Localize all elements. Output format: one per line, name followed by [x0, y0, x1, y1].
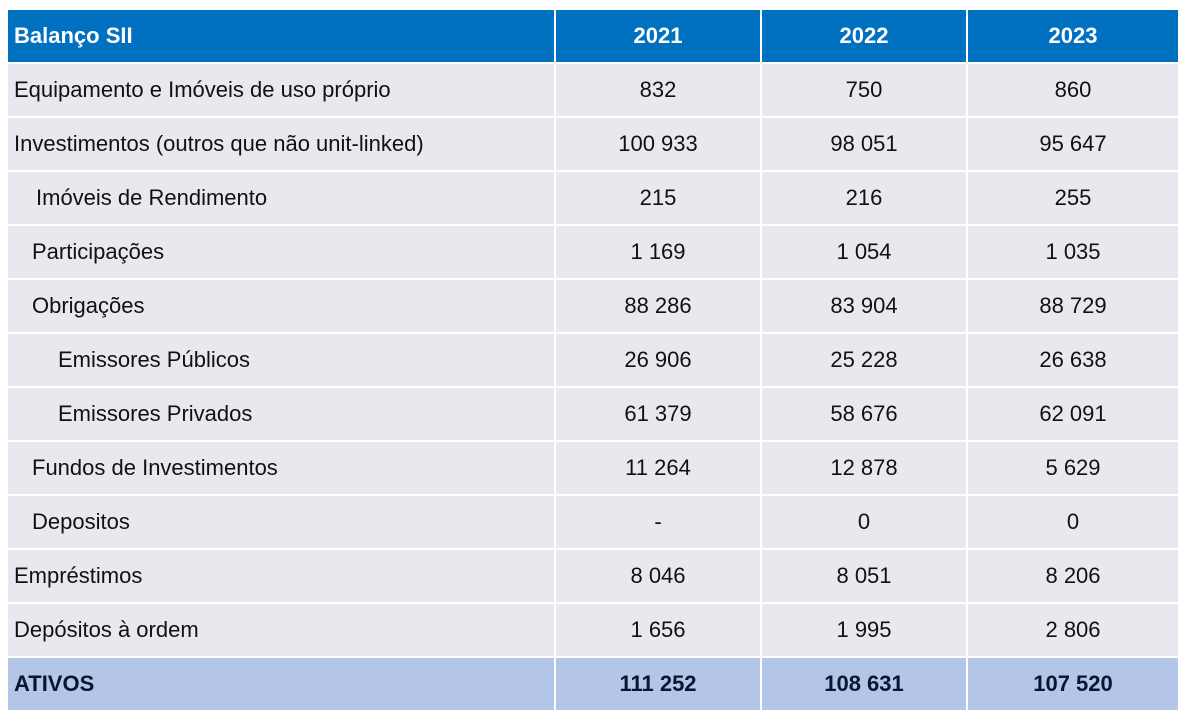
row-label: Emissores Públicos — [6, 332, 556, 388]
cell: 0 — [760, 494, 968, 550]
table-row: Investimentos (outros que não unit-linke… — [6, 116, 1180, 172]
row-label: Imóveis de Rendimento — [6, 170, 556, 226]
cell: 832 — [554, 62, 762, 118]
cell: 25 228 — [760, 332, 968, 388]
cell: 8 051 — [760, 548, 968, 604]
cell: 62 091 — [966, 386, 1180, 442]
row-label: Obrigações — [6, 278, 556, 334]
row-label: Depósitos à ordem — [6, 602, 556, 658]
table-row: Equipamento e Imóveis de uso próprio 832 7… — [6, 62, 1180, 118]
row-label: Depositos — [6, 494, 556, 550]
table-row: Obrigações 88 286 83 904 88 729 — [6, 278, 1180, 334]
cell: 8 206 — [966, 548, 1180, 604]
row-label: Fundos de Investimentos — [6, 440, 556, 496]
table-row: ATIVOS 111 252 108 631 107 520 — [6, 656, 1180, 712]
cell: 1 656 — [554, 602, 762, 658]
cell: 255 — [966, 170, 1180, 226]
table-body: Balanço SII 2021 2022 2023 Equipamento e Imó… — [6, 8, 1180, 712]
cell: 2023 — [966, 8, 1180, 64]
table-row: Balanço SII 2021 2022 2023 — [6, 8, 1180, 64]
cell: 2021 — [554, 8, 762, 64]
row-label: Equipamento e Imóveis de uso próprio — [6, 62, 556, 118]
row-label: Investimentos (outros que não unit-linke… — [6, 116, 556, 172]
cell: 61 379 — [554, 386, 762, 442]
balance-table: Balanço SII 2021 2022 2023 Equipamento e Imó… — [6, 8, 1180, 712]
table-row: Participações 1 169 1 054 1 035 — [6, 224, 1180, 280]
table-row: Depósitos à ordem 1 656 1 995 2 806 — [6, 602, 1180, 658]
cell: 1 054 — [760, 224, 968, 280]
row-label: Empréstimos — [6, 548, 556, 604]
table-row: Fundos de Investimentos 11 264 12 878 5 629 — [6, 440, 1180, 496]
cell: 26 906 — [554, 332, 762, 388]
table-row: Empréstimos 8 046 8 051 8 206 — [6, 548, 1180, 604]
cell: 860 — [966, 62, 1180, 118]
cell: 8 046 — [554, 548, 762, 604]
cell: - — [554, 494, 762, 550]
cell: 108 631 — [760, 656, 968, 712]
table-row: Emissores Públicos 26 906 25 228 26 638 — [6, 332, 1180, 388]
cell: 2022 — [760, 8, 968, 64]
cell: 1 995 — [760, 602, 968, 658]
cell: 1 169 — [554, 224, 762, 280]
row-label: Balanço SII — [6, 8, 556, 64]
cell: 5 629 — [966, 440, 1180, 496]
cell: 12 878 — [760, 440, 968, 496]
table-row: Emissores Privados 61 379 58 676 62 091 — [6, 386, 1180, 442]
cell: 58 676 — [760, 386, 968, 442]
cell: 88 729 — [966, 278, 1180, 334]
cell: 26 638 — [966, 332, 1180, 388]
row-label: ATIVOS — [6, 656, 556, 712]
cell: 100 933 — [554, 116, 762, 172]
cell: 111 252 — [554, 656, 762, 712]
row-label: Emissores Privados — [6, 386, 556, 442]
cell: 750 — [760, 62, 968, 118]
table-row: Depositos -0 0 — [6, 494, 1180, 550]
cell: 1 035 — [966, 224, 1180, 280]
row-label: Participações — [6, 224, 556, 280]
table-row: Imóveis de Rendimento 215 216 255 — [6, 170, 1180, 226]
cell: 0 — [966, 494, 1180, 550]
cell: 216 — [760, 170, 968, 226]
cell: 83 904 — [760, 278, 968, 334]
cell: 98 051 — [760, 116, 968, 172]
cell: 107 520 — [966, 656, 1180, 712]
cell: 215 — [554, 170, 762, 226]
cell: 88 286 — [554, 278, 762, 334]
cell: 2 806 — [966, 602, 1180, 658]
cell: 11 264 — [554, 440, 762, 496]
cell: 95 647 — [966, 116, 1180, 172]
